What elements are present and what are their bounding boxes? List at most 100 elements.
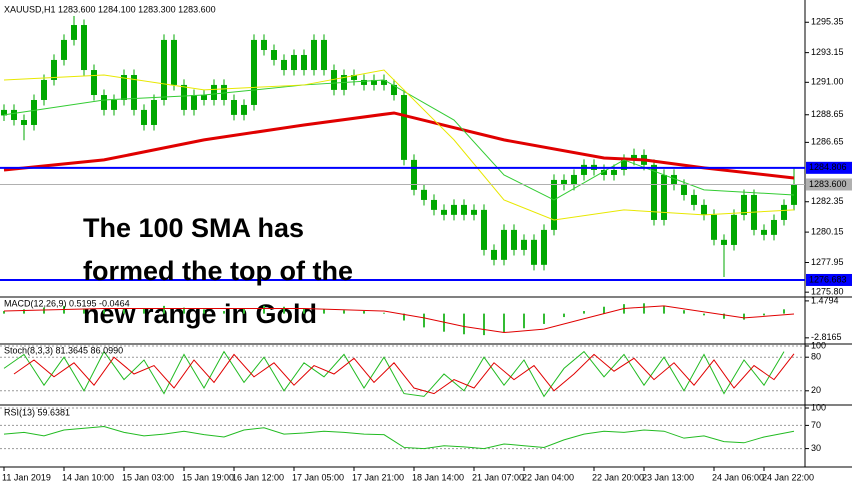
histogram-bar [223, 311, 225, 314]
candle-body [391, 84, 397, 96]
candle-body [101, 95, 107, 110]
histogram-bar [303, 308, 305, 314]
y-tick-label: 1277.95 [811, 257, 844, 267]
x-tick-label: 15 Jan 03:00 [122, 472, 174, 482]
indicator-line [3, 426, 795, 450]
candle-body [271, 50, 277, 60]
histogram-bar [603, 306, 605, 314]
histogram-bar [763, 313, 765, 316]
candle-body [571, 174, 577, 185]
indicator-line [3, 69, 795, 221]
candle-body [251, 39, 257, 105]
x-tick-label: 23 Jan 13:00 [642, 472, 694, 482]
y-tick-label: 1295.35 [811, 17, 844, 27]
candle-body [671, 174, 677, 185]
annotation: The 100 SMA has [83, 213, 304, 243]
histogram-bar [463, 313, 465, 335]
candle-body [381, 79, 387, 85]
y-tick-label: -2.8165 [811, 332, 842, 342]
candle-body [31, 99, 37, 125]
candle-body [21, 120, 27, 125]
candle-body [451, 204, 457, 215]
y-tick-label: 1293.15 [811, 47, 844, 57]
histogram-bar [723, 313, 725, 319]
candle-body [541, 229, 547, 265]
histogram-bar [663, 305, 665, 314]
histogram-bar [343, 310, 345, 314]
price-label: 1284.806 [809, 162, 847, 172]
candle-body [201, 95, 207, 100]
candle-body [561, 179, 567, 185]
indicator-line [3, 305, 795, 334]
histogram-bar [383, 312, 385, 314]
candle-body [711, 214, 717, 240]
candle-body [371, 79, 377, 85]
candle-body [161, 39, 167, 100]
histogram-bar [283, 306, 285, 314]
histogram-bar [563, 313, 565, 318]
x-tick-label: 15 Jan 19:00 [182, 472, 234, 482]
candle-body [211, 84, 217, 100]
candle-body [521, 239, 527, 250]
panel-title: RSI(13) 59.6381 [4, 407, 70, 417]
candle-body [81, 25, 87, 71]
candle-body [141, 109, 147, 125]
candle-body [731, 214, 737, 245]
histogram-bar [643, 303, 645, 314]
x-tick-label: 11 Jan 2019 [2, 472, 51, 482]
candle-body [191, 95, 197, 110]
candle-body [121, 74, 127, 100]
candle-body [41, 79, 47, 100]
candle-body [631, 154, 637, 160]
y-tick-label: 20 [811, 385, 821, 395]
candle-body [411, 159, 417, 190]
panel-title: Stoch(8,3,3) 81.3645 86.0990 [4, 345, 123, 355]
candle-body [291, 54, 297, 71]
candle-body [691, 194, 697, 205]
candle-body [651, 164, 657, 220]
histogram-bar [103, 310, 105, 314]
candle-body [501, 229, 507, 260]
histogram-bar [783, 309, 785, 314]
histogram-bar [523, 313, 525, 329]
candle-body [511, 229, 517, 250]
candle-body [441, 209, 447, 215]
candle-body [321, 39, 327, 71]
candle-body [461, 204, 467, 215]
histogram-bar [323, 309, 325, 314]
candle-body [581, 164, 587, 175]
histogram-bar [43, 307, 45, 314]
panel-title: MACD(12,26,9) 0.5195 -0.0464 [4, 298, 130, 308]
candle-body [301, 54, 307, 71]
price-label: 1283.600 [809, 179, 847, 189]
histogram-bar [583, 311, 585, 314]
y-tick-label: 1291.00 [811, 77, 844, 87]
candle-body [681, 184, 687, 195]
candle-body [431, 199, 437, 210]
candle-body [261, 39, 267, 51]
x-tick-label: 17 Jan 05:00 [292, 472, 344, 482]
histogram-bar [403, 313, 405, 321]
histogram-bar [503, 313, 505, 333]
candle-body [721, 239, 727, 245]
histogram-bar [183, 307, 185, 314]
x-tick-label: 18 Jan 14:00 [412, 472, 464, 482]
x-tick-label: 21 Jan 07:00 [472, 472, 524, 482]
candle-body [621, 159, 627, 170]
y-tick-label: 1288.65 [811, 109, 844, 119]
y-tick-label: 1.4794 [811, 295, 839, 305]
y-tick-label: 100 [811, 340, 826, 350]
y-tick-label: 100 [811, 402, 826, 412]
candle-body [531, 239, 537, 265]
candle-body [601, 169, 607, 175]
candle-body [421, 189, 427, 200]
histogram-bar [683, 310, 685, 314]
candle-body [91, 70, 97, 96]
candle-body [771, 219, 777, 235]
x-tick-label: 14 Jan 10:00 [62, 472, 114, 482]
price-label-box [806, 273, 852, 286]
candle-body [311, 39, 317, 71]
histogram-bar [163, 305, 165, 314]
